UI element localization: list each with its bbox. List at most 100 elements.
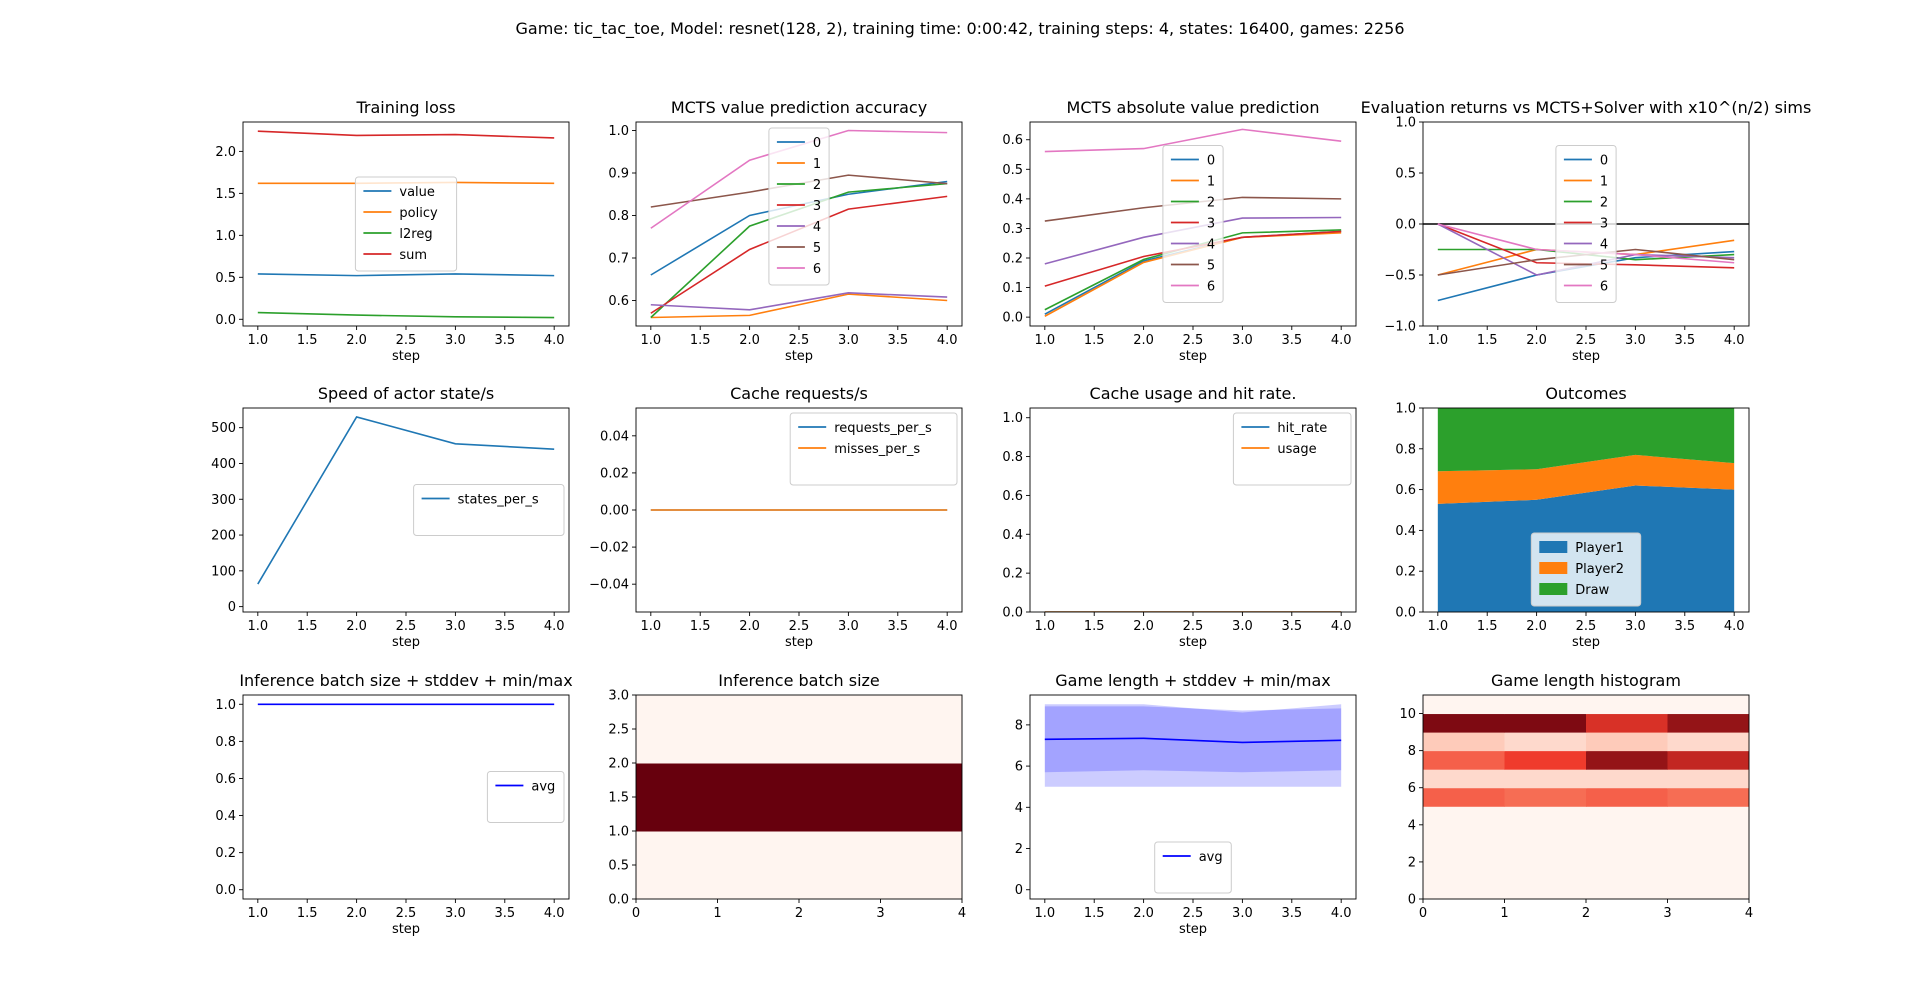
legend-label: hit_rate: [1277, 421, 1327, 436]
y-tick-label: 6: [1015, 760, 1023, 775]
heatmap-cell: [1586, 769, 1668, 789]
y-tick-label: 500: [211, 421, 236, 436]
x-tick-label: 4.0: [937, 333, 958, 348]
x-ticks: 0 1 2 3 4: [632, 899, 966, 921]
legend-label: l2reg: [399, 227, 432, 242]
subplot-10: Game length + stddev + min/max 1.0 1.5 2.0 2…: [1015, 671, 1357, 937]
y-tick-label: 0.5: [215, 271, 236, 286]
x-axis-label: step: [1179, 349, 1207, 364]
legend-label: 2: [1207, 196, 1215, 211]
heatmap-cell: [1667, 732, 1749, 752]
x-tick-label: 1.0: [1034, 333, 1055, 348]
x-axis-label: step: [785, 349, 813, 364]
legend-box: [354, 176, 458, 272]
heatmap-cell: [1504, 806, 1587, 899]
y-tick-label: 0: [1408, 893, 1416, 908]
x-tick-label: 2.0: [1133, 619, 1154, 634]
legend-box: [1232, 412, 1352, 486]
y-tick-label: 0.5: [1395, 167, 1416, 182]
legend-label: 6: [1600, 280, 1608, 295]
x-tick-label: 3.5: [1281, 333, 1302, 348]
subplot-title: Outcomes: [1545, 384, 1626, 403]
legend-box: [1154, 841, 1232, 894]
legend-label: avg: [531, 780, 555, 795]
x-ticks: 1.0 1.5 2.0 2.5 3.0 3.5 4.0: [1034, 899, 1352, 921]
y-tick-label: 1.5: [608, 791, 629, 806]
x-ticks: 1.0 1.5 2.0 2.5 3.0 3.5 4.0: [1034, 612, 1352, 634]
x-tick-label: 2.5: [396, 333, 417, 348]
series-line-1: [650, 293, 948, 319]
heatmap-cell: [1423, 713, 1505, 733]
x-tick-label: 1.5: [1477, 619, 1498, 634]
heatmap-cell: [1586, 713, 1668, 733]
x-tick-label: 4.0: [1331, 619, 1352, 634]
heatmap-cell: [1586, 750, 1668, 770]
x-tick-label: 4.0: [544, 619, 565, 634]
heatmap-cell: [880, 695, 962, 764]
subplot-9: Inference batch size 0 1 2 3 4 0.0 0.5 1.0 1.5 2.0…: [608, 671, 966, 921]
y-tick-label: 0.5: [1002, 163, 1023, 178]
legend-label: 6: [1207, 280, 1215, 295]
y-tick-label: 1.0: [608, 124, 629, 139]
minmax-band: [1044, 704, 1342, 787]
y-tick-label: 0.6: [608, 294, 629, 309]
legend: avg: [1154, 841, 1232, 894]
y-tick-label: 0: [1015, 883, 1023, 898]
subplot-6: Cache usage and hit rate. 1.0 1.5 2.0 2.5 3.0…: [1002, 384, 1357, 650]
x-tick-label: 3.0: [1625, 333, 1646, 348]
heatmap-cell: [1504, 750, 1587, 770]
heatmap-cell: [1504, 732, 1587, 752]
x-tick-label: 3.0: [1232, 906, 1253, 921]
legend-box: [1162, 145, 1224, 303]
y-tick-label: 1.0: [1395, 402, 1416, 417]
x-tick-label: 1.0: [1427, 619, 1448, 634]
area-Player2: [1437, 454, 1735, 504]
y-ticks: 0.0 0.1 0.2 0.3 0.4 0.5 0.6: [1002, 133, 1030, 326]
legend-label: Player1: [1575, 541, 1624, 556]
x-ticks: 0 1 2 3 4: [1419, 899, 1753, 921]
x-tick-label: 2.5: [1183, 333, 1204, 348]
subplot-5: Cache requests/s 1.0 1.5 2.0 2.5 3.0 3.5 4.0 −0.…: [589, 384, 963, 650]
legend-label: 5: [1207, 259, 1215, 274]
x-tick-label: 2.5: [789, 619, 810, 634]
x-axis-label: step: [1179, 635, 1207, 650]
subplot-11: Game length histogram 0 1 2 3 4 0 2 4 6 8 10: [1399, 671, 1753, 921]
series-line-l2reg: [257, 311, 555, 319]
x-tick-label: 3.5: [494, 906, 515, 921]
legend-swatch: [1539, 541, 1568, 553]
x-tick-label: 4.0: [1724, 333, 1745, 348]
figure-title: Game: tic_tac_toe, Model: resnet(128, 2)…: [515, 19, 1404, 39]
y-tick-label: 0.9: [608, 167, 629, 182]
x-tick-label: 1: [713, 906, 721, 921]
subplot-title: Inference batch size: [718, 671, 880, 690]
y-tick-label: 0.0: [1395, 606, 1416, 621]
x-tick-label: 3: [1663, 906, 1671, 921]
x-tick-label: 1.0: [247, 333, 268, 348]
legend-label: 0: [1600, 154, 1608, 169]
y-tick-label: 2: [1408, 855, 1416, 870]
x-tick-label: 2.5: [1576, 619, 1597, 634]
subplot-title: Cache requests/s: [730, 384, 868, 403]
x-tick-label: 1.0: [247, 619, 268, 634]
legend-label: 1: [1207, 175, 1215, 190]
legend: 0 1 2 3 4 5 6: [1162, 145, 1224, 303]
y-tick-label: 0.4: [1002, 528, 1023, 543]
y-tick-label: 0.6: [1002, 489, 1023, 504]
y-tick-label: −0.02: [589, 541, 629, 556]
x-tick-label: 1.5: [297, 619, 318, 634]
x-tick-label: 2.0: [739, 619, 760, 634]
legend-label: 2: [1600, 196, 1608, 211]
x-tick-label: 4.0: [544, 333, 565, 348]
y-tick-label: 0.8: [608, 209, 629, 224]
x-tick-label: 3.5: [494, 333, 515, 348]
y-tick-label: 4: [1408, 818, 1416, 833]
x-tick-label: 3.5: [887, 619, 908, 634]
legend-swatch: [1539, 562, 1568, 574]
heatmap-cell: [636, 695, 718, 764]
x-axis-label: step: [392, 635, 420, 650]
x-tick-label: 3.5: [887, 333, 908, 348]
x-tick-label: 4.0: [1331, 333, 1352, 348]
legend-label: usage: [1277, 442, 1316, 457]
x-tick-label: 2.5: [1183, 619, 1204, 634]
